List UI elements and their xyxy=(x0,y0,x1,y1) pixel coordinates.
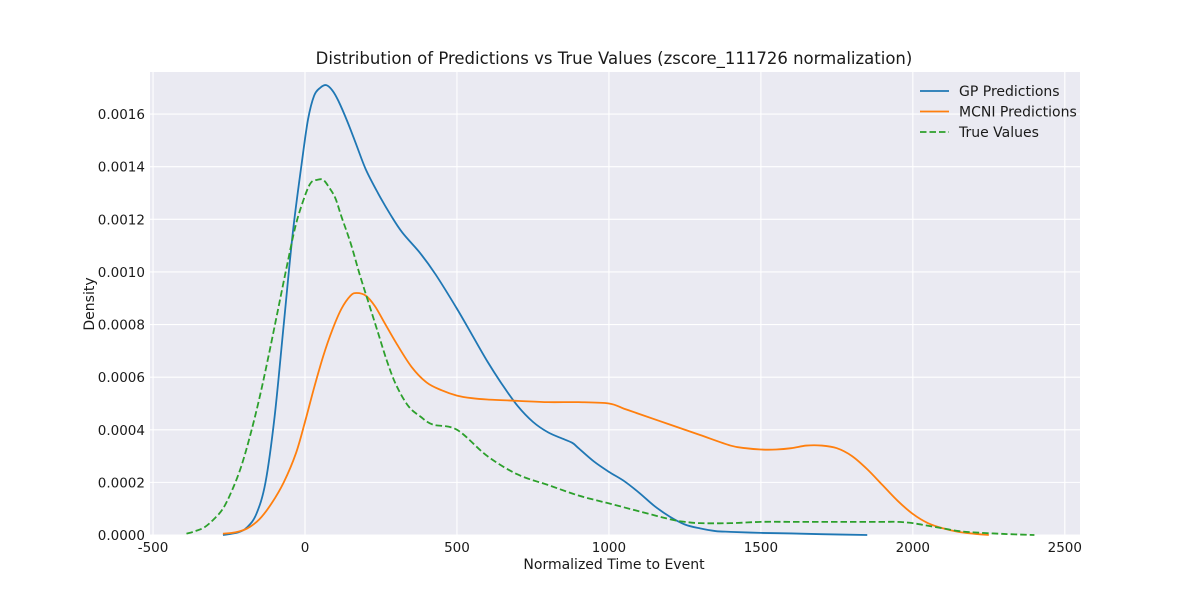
legend-label-mcni-predictions: MCNI Predictions xyxy=(959,105,1077,121)
tick-labels: -500 0 500 1000 1500 2000 2500 0.0000 0.0002 0.00… xyxy=(98,107,1082,556)
x-tick-label: 1500 xyxy=(744,540,778,556)
legend: GP Predictions MCNI Predictions True Value… xyxy=(920,84,1077,141)
x-tick-label: 0 xyxy=(301,540,310,556)
y-tick-label: 0.0008 xyxy=(98,318,145,334)
true-values-line xyxy=(186,178,1035,536)
chart-title: Distribution of Predictions vs True Valu… xyxy=(316,49,913,69)
grid-lines xyxy=(150,72,1080,536)
plot-area xyxy=(150,72,1080,535)
gp-predictions-line xyxy=(222,84,868,536)
x-tick-label: -500 xyxy=(138,540,169,556)
y-tick-label: 0.0016 xyxy=(98,107,145,123)
x-tick-label: 500 xyxy=(444,540,470,556)
y-tick-label: 0.0006 xyxy=(98,370,145,386)
y-axis-label: Density xyxy=(82,277,98,330)
y-tick-label: 0.0002 xyxy=(98,475,145,491)
y-tick-label: 0.0010 xyxy=(98,265,145,281)
x-tick-label: 2000 xyxy=(896,540,930,556)
x-tick-label: 1000 xyxy=(592,540,626,556)
y-tick-label: 0.0012 xyxy=(98,212,145,228)
y-tick-label: 0.0004 xyxy=(98,423,145,439)
series-lines xyxy=(186,84,1035,536)
x-tick-label: 2500 xyxy=(1048,540,1082,556)
mcni-predictions-line xyxy=(222,292,989,536)
legend-label-gp-predictions: GP Predictions xyxy=(959,84,1060,100)
x-axis-label: Normalized Time to Event xyxy=(523,557,705,573)
y-tick-label: 0.0000 xyxy=(98,528,145,544)
legend-label-true-values: True Values xyxy=(958,125,1039,141)
y-tick-label: 0.0014 xyxy=(98,160,145,176)
